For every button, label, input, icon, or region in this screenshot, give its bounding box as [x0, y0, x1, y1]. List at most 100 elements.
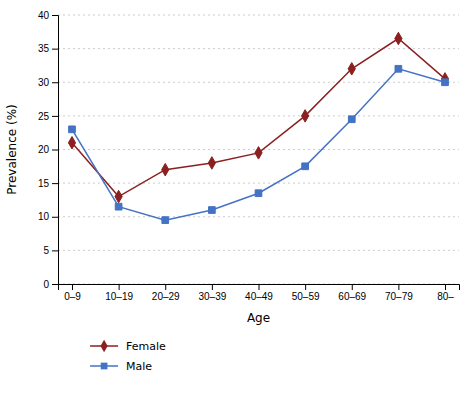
x-tick-mark — [305, 284, 306, 290]
x-tick: 40–49 — [245, 284, 273, 302]
marker — [255, 147, 262, 159]
y-tick-mark — [52, 116, 58, 117]
x-tick-mark — [165, 284, 166, 290]
grid-line — [58, 250, 459, 251]
y-tick-mark — [52, 15, 58, 16]
y-tick-label: 0 — [43, 279, 49, 290]
legend: Female Male — [90, 340, 166, 373]
y-tick-mark — [52, 284, 58, 285]
x-tick-mark — [72, 284, 73, 290]
marker — [255, 190, 262, 197]
marker — [395, 65, 402, 72]
x-tick-mark — [398, 284, 399, 290]
line — [72, 69, 445, 220]
legend-label: Female — [126, 340, 166, 353]
grid-line — [58, 48, 459, 49]
series — [68, 32, 448, 203]
x-tick: 50–59 — [292, 284, 320, 302]
x-tick-label: 40–49 — [245, 291, 273, 302]
y-axis: 0 5 10 15 20 25 30 35 40 — [38, 10, 59, 290]
x-tick-label: 70–79 — [385, 291, 413, 302]
marker — [115, 203, 122, 210]
y-tick-mark — [52, 183, 58, 184]
legend-entry: Male — [90, 360, 152, 373]
y-tick: 35 — [38, 43, 58, 54]
x-tick: 60–69 — [338, 284, 366, 302]
marker — [302, 163, 309, 170]
x-tick-label: 80– — [437, 291, 454, 302]
y-tick: 10 — [38, 211, 58, 222]
x-tick: 30–39 — [198, 284, 226, 302]
marker — [68, 137, 75, 149]
y-tick-label: 25 — [38, 111, 50, 122]
y-tick-label: 30 — [38, 77, 50, 88]
x-tick: 10–19 — [105, 284, 133, 302]
chart: 0–9 10–19 20–29 30–39 40–49 50–59 60–69 70–79 80… — [0, 0, 474, 399]
marker — [115, 190, 122, 202]
x-axis: 0–9 10–19 20–29 30–39 40–49 50–59 60–69 70–79 80… — [59, 284, 460, 302]
y-tick: 5 — [43, 245, 58, 256]
y-tick-mark — [52, 217, 58, 218]
x-axis-title: Age — [247, 311, 270, 325]
x-tick-label: 50–59 — [292, 291, 320, 302]
x-tick: 0–9 — [64, 284, 81, 302]
line — [72, 39, 445, 197]
x-tick-mark — [212, 284, 213, 290]
grid — [58, 15, 459, 284]
grid-line — [58, 183, 459, 184]
grid-line — [58, 115, 459, 116]
series — [69, 65, 449, 223]
x-tick: 80– — [437, 284, 454, 302]
marks — [68, 32, 448, 223]
y-tick: 20 — [38, 144, 58, 155]
y-tick-label: 10 — [38, 211, 50, 222]
x-tick-label: 20–29 — [152, 291, 180, 302]
plot: 0–9 10–19 20–29 30–39 40–49 50–59 60–69 70–79 80… — [5, 10, 460, 325]
x-tick-mark — [445, 284, 446, 290]
grid-line — [58, 216, 459, 217]
y-tick: 40 — [38, 10, 58, 21]
y-tick-label: 15 — [38, 178, 50, 189]
marker — [302, 110, 309, 122]
y-axis-title: Prevalence (%) — [5, 104, 19, 194]
marker — [348, 63, 355, 75]
y-tick: 15 — [38, 178, 58, 189]
marker — [441, 73, 448, 85]
marker — [69, 126, 76, 133]
legend-entry: Female — [90, 340, 166, 353]
y-tick-label: 40 — [38, 10, 50, 21]
y-tick-label: 20 — [38, 144, 50, 155]
y-tick: 0 — [43, 279, 58, 290]
x-tick-label: 60–69 — [338, 291, 366, 302]
y-tick: 30 — [38, 77, 58, 88]
marker — [395, 32, 402, 44]
legend-marker — [100, 340, 107, 352]
y-axis-line — [52, 16, 59, 285]
x-tick: 70–79 — [385, 284, 413, 302]
grid-line — [58, 82, 459, 83]
legend-marker — [101, 363, 108, 370]
x-axis-line — [59, 285, 460, 291]
marker — [348, 116, 355, 123]
legend-label: Male — [126, 360, 152, 373]
y-tick-mark — [52, 82, 58, 83]
x-tick-mark — [352, 284, 353, 290]
x-tick-mark — [259, 284, 260, 290]
y-tick-mark — [52, 49, 58, 50]
marker — [162, 163, 169, 175]
x-tick: 20–29 — [152, 284, 180, 302]
x-tick-label: 10–19 — [105, 291, 133, 302]
marker — [442, 79, 449, 86]
grid-line — [58, 15, 459, 16]
y-tick-label: 5 — [43, 245, 49, 256]
x-tick-label: 0–9 — [64, 291, 81, 302]
x-tick-mark — [119, 284, 120, 290]
marker — [209, 207, 216, 214]
y-tick-mark — [52, 250, 58, 251]
y-tick: 25 — [38, 111, 58, 122]
marker — [208, 157, 215, 169]
marker — [162, 217, 169, 224]
x-tick-label: 30–39 — [198, 291, 226, 302]
y-tick-mark — [52, 150, 58, 151]
y-tick-label: 35 — [38, 43, 50, 54]
